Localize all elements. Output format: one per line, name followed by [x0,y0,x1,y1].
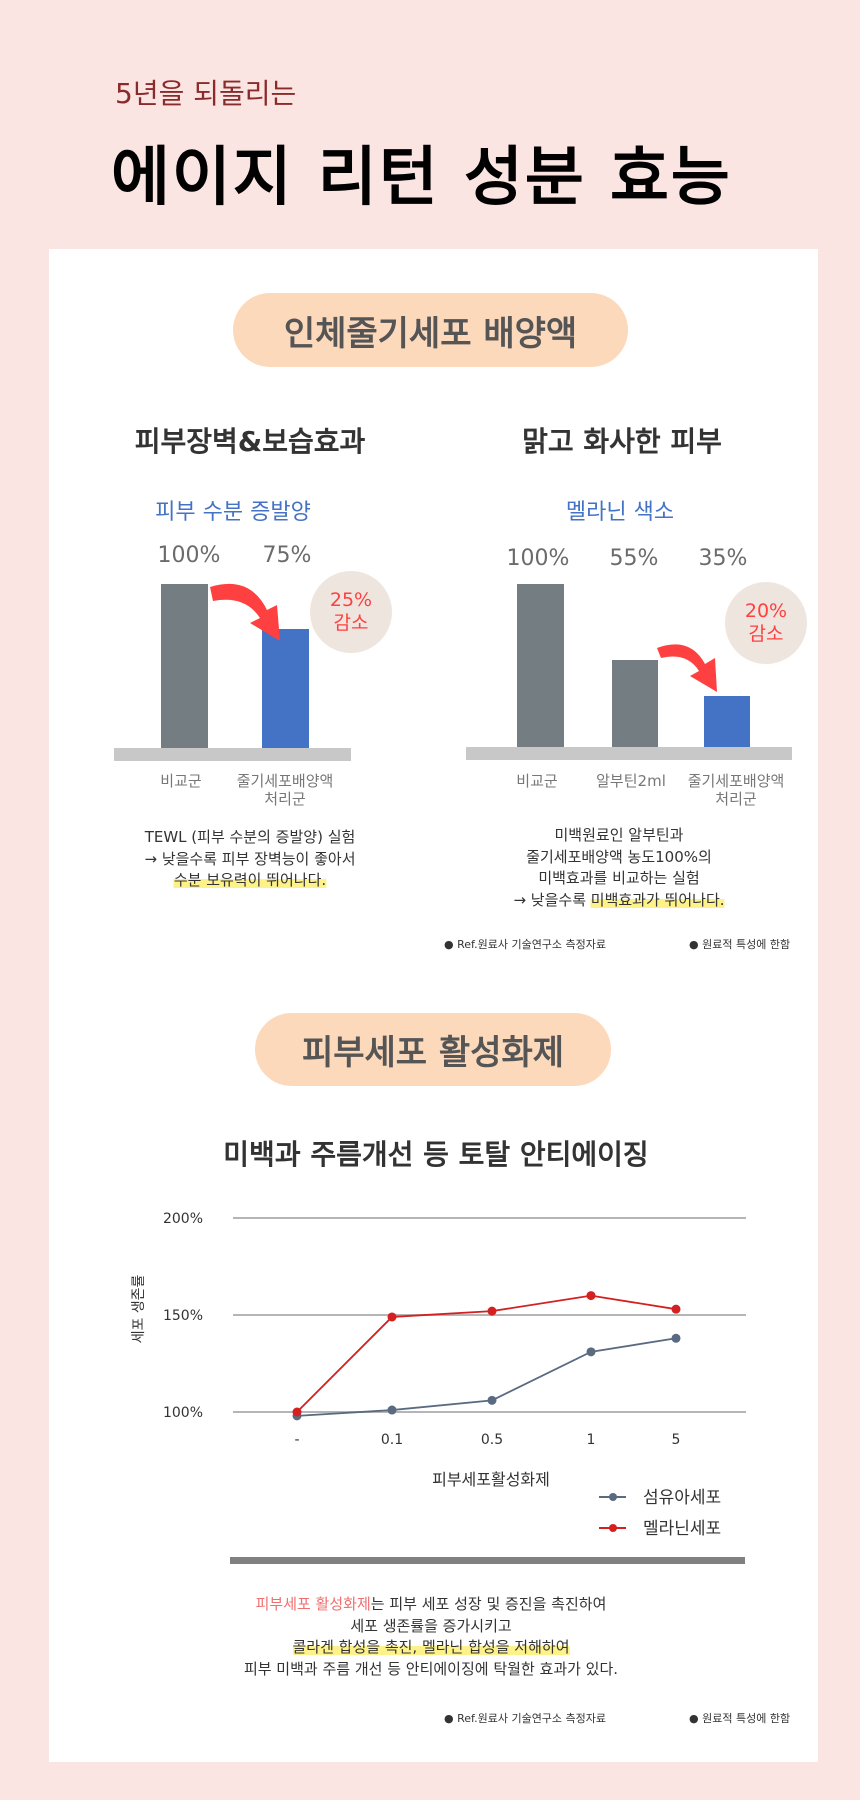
badge-value: 20% [744,600,788,623]
legend-marker [609,1493,617,1501]
bar-label: 비교군 [516,772,558,790]
footnote-text: 원료적 특성에 한함 [702,1712,791,1725]
badge-text: 감소 [333,612,369,634]
desc-highlight-red: 피부세포 활성화제 [255,1595,371,1613]
desc-line: 피부 미백과 주름 개선 등 안티에이징에 탁월한 효과가 있다. [243,1659,619,1678]
y-tick-label: 150% [163,1308,203,1324]
footnote: ● Ref.원료사 기술연구소 측정자료 [444,1712,607,1725]
x-tick-label: 5 [672,1432,681,1448]
reduction-badge: 25% 감소 [310,571,392,653]
bottom-description: 피부세포 활성화제는 피부 세포 성장 및 증진을 촉진하여 세포 생존률을 증… [244,1594,618,1680]
data-point [487,1395,497,1405]
bar-control [161,584,208,748]
footnote-text: Ref.원료사 기술연구소 측정자료 [457,1712,607,1725]
content-card [49,249,818,1762]
chart-title: 미백과 주름개선 등 토탈 안티에이징 [223,1138,649,1171]
desc-line: 는 피부 세포 성장 및 증진을 촉진하여 [370,1595,607,1613]
bar-label: 비교군 [160,772,202,790]
bar-value-label: 55% [609,546,659,571]
bar-value-label: 100% [506,546,570,571]
left-heading: 피부장벽&보습효과 [134,425,366,458]
chart-baseline [114,748,351,761]
page-title: 에이지 리턴 성분 효능 [111,141,732,215]
bar-label: 줄기세포배양액 처리군 [688,772,785,808]
y-axis-label: 세포 생존률 [131,1274,147,1343]
bar-value-label: 35% [698,546,748,571]
section-pill-stem-cell: 인체줄기세포 배양액 [233,293,628,367]
legend-label: 멜라닌세포 [643,1519,721,1539]
series-line-fibroblast [296,1337,677,1417]
footnote: ● 원료적 특성에 한함 [689,938,791,951]
desc-line: 줄기세포배양액 농도100%의 [526,847,712,866]
down-arrow-icon [210,583,280,641]
legend-marker [609,1524,617,1532]
badge-text: 감소 [748,623,784,645]
x-axis-label: 피부세포활성화제 [432,1470,550,1489]
bar-label-line: 줄기세포배양액 [687,772,785,790]
data-point [671,1333,681,1343]
reduction-badge: 20% 감소 [725,582,807,664]
desc-line: 미백효과를 비교하는 실험 [538,869,700,887]
line-chart: 200% 150% 100% 세포 생존률 - 0.1 0.5 1 5 피부세포활성화제섬유아세포… [131,1211,746,1564]
footnote: ● 원료적 특성에 한함 [689,1712,791,1725]
data-point [487,1306,497,1316]
footnote-text: Ref.원료사 기술연구소 측정자료 [457,938,607,951]
y-tick-label: 200% [163,1211,203,1227]
bar-label: 줄기세포배양액 처리군 [237,772,334,808]
series-line-melanin [296,1294,677,1413]
right-heading: 맑고 화사한 피부 [522,425,722,458]
desc-line: → 낮을수록 [513,890,591,909]
bar-label-line: 처리군 [715,790,757,808]
badge-value: 25% [329,589,373,612]
y-tick-label: 100% [163,1405,203,1421]
bar-control [517,584,564,747]
data-point [671,1304,681,1314]
data-point [586,1291,596,1301]
left-metric: 피부 수분 증발양 [155,500,311,525]
chart-baseline [466,747,792,760]
desc-line: → 낮을수록 피부 장벽능이 좋아서 [144,849,356,868]
desc-line: 세포 생존률을 증가시키고 [350,1616,512,1635]
x-tick-label: 1 [587,1432,596,1448]
right-description: 미백원료인 알부틴과 줄기세포배양액 농도100%의 미백효과를 비교하는 실험… [513,825,725,911]
bar-label-line: 줄기세포배양액 [236,772,334,790]
desc-line: TEWL (피부 수분의 증발양) 실험 [144,828,356,846]
bar-value-label: 75% [262,543,312,568]
desc-line-highlight: 콜라겐 합성을 촉진, 멜라닌 합성을 저해하여 [292,1638,570,1656]
bar-label-line: 처리군 [264,790,306,808]
x-tick-label: 0.5 [481,1432,503,1448]
bar-label: 알부틴2ml [596,772,666,790]
x-tick-label: - [294,1432,299,1448]
bar-treated [704,696,750,747]
x-tick-label: 0.1 [381,1432,403,1448]
legend-label: 섬유아세포 [643,1488,721,1508]
data-point [586,1347,596,1357]
down-arrow-icon [657,644,717,692]
data-point [292,1407,302,1417]
page-subtitle: 5년을 되돌리는 [115,77,297,110]
bar-arbutin [612,660,658,747]
footnote: ● Ref.원료사 기술연구소 측정자료 [444,938,607,951]
desc-line: 미백원료인 알부틴과 [554,826,684,844]
desc-line-highlight: 미백효과가 뛰어나다. [590,890,725,909]
right-metric: 멜라닌 색소 [565,500,675,525]
bar-treated [262,629,309,748]
left-description: TEWL (피부 수분의 증발양) 실험 → 낮을수록 피부 장벽능이 좋아서 … [144,827,356,892]
desc-line-highlight: 수분 보유력이 뛰어나다. [173,871,327,889]
bar-value-label: 100% [157,543,221,568]
data-point [387,1312,397,1322]
chart-bottom-divider [230,1557,745,1564]
section-pill-activator: 피부세포 활성화제 [255,1013,611,1086]
data-point [387,1405,397,1415]
footnote-text: 원료적 특성에 한함 [702,938,791,951]
